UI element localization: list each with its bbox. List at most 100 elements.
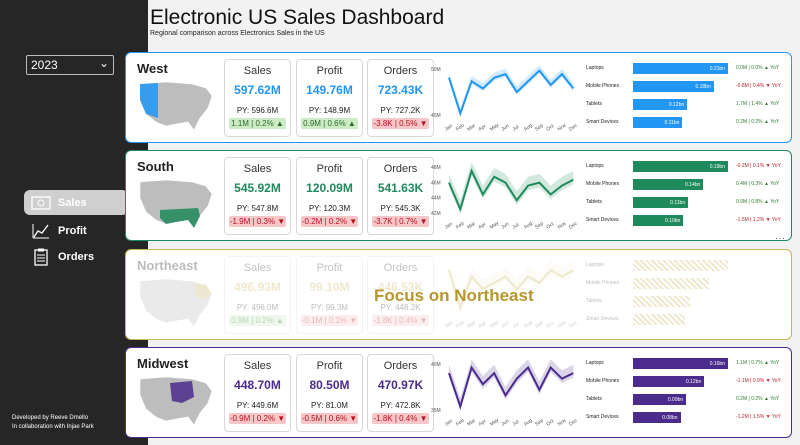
category-label: Smart Devices: [586, 217, 619, 223]
category-bar-row[interactable]: Laptops 0.16bn 1.1M | 0.7% ▲ YoY: [586, 358, 786, 370]
kpi-value: 496.93M: [234, 280, 281, 294]
x-tick-month: Aug: [523, 319, 534, 329]
category-bar-row[interactable]: Smart Devices 0.11bn 0.2M | 0.2% ▲ YoY: [586, 117, 786, 129]
kpi-profit: Profit 120.09M PY: 120.3M -0.2M | 0.2% ▼: [296, 157, 363, 235]
nav-profit[interactable]: Profit: [24, 218, 128, 243]
x-tick-month: Mar: [466, 418, 477, 428]
focus-overlay-label[interactable]: Focus on Northeast: [374, 286, 534, 305]
kpi-delta-badge: -3.8K | 0.5% ▼: [372, 118, 429, 129]
category-label: Mobile Phones: [586, 181, 620, 187]
sales-trend-line: [448, 168, 574, 213]
category-label: Smart Devices: [586, 316, 619, 322]
kpi-label: Orders: [383, 163, 418, 175]
x-tick-month: Sep: [534, 319, 545, 329]
nav-orders-label: Orders: [58, 250, 95, 263]
category-bar-row[interactable]: Laptops: [586, 260, 786, 272]
kpi-delta-badge: -0.1M | 0.1% ▼: [301, 315, 358, 326]
kpi-delta-badge: -0.5M | 0.6% ▼: [301, 413, 358, 424]
category-bar-row[interactable]: Mobile Phones 0.12bn -1.1M | 0.9% ▼ YoY: [586, 376, 786, 388]
category-bar-row[interactable]: Mobile Phones 0.14bn 0.4M | 0.3% ▲ YoY: [586, 179, 786, 191]
category-bar-row[interactable]: Laptops 0.19bn -0.2M | 0.1% ▼ YoY: [586, 161, 786, 173]
kpi-previous-year: PY: 547.8M: [236, 204, 279, 213]
region-card-midwest[interactable]: Midwest Sales 448.70M PY: 449.6M -0.9M | 0.2…: [125, 347, 792, 438]
yoy-change: 0.9M | 0.8% ▲ YoY: [736, 199, 780, 205]
yoy-change: -1.2M | 1.5% ▼ YoY: [736, 414, 781, 420]
nav-orders[interactable]: Orders: [24, 244, 128, 269]
region-card-west[interactable]: West Sales 597.62M PY: 596.6M 1.1M | 0.2% ▲ P…: [125, 52, 792, 143]
kpi-delta-badge: -1.8K | 0.4% ▼: [372, 315, 429, 326]
x-tick-month: Feb: [455, 320, 466, 330]
bar-value-label: 0.11bn: [664, 120, 680, 126]
category-label: Laptops: [586, 360, 604, 366]
kpi-value: 723.43K: [377, 83, 424, 97]
nav-sales[interactable]: Sales: [24, 190, 128, 215]
x-tick-month: Dec: [568, 417, 579, 427]
yoy-change: -1.5M | 1.2% ▼ YoY: [736, 217, 781, 223]
category-bar-row[interactable]: Tablets 0.09bn 0.2M | 0.2% ▲ YoY: [586, 394, 786, 406]
monthly-trend-chart[interactable]: Jan Feb Mar Apr May Jun Jul Aug Sep Oct Nov Dec: [431, 256, 581, 334]
category-bar-chart: Laptops 0.21bn 0.0M | 0.0% ▲ YoY Mobile Pho…: [586, 63, 786, 135]
previous-year-band: [449, 162, 574, 214]
more-options-icon[interactable]: ···: [775, 233, 785, 244]
x-tick-month: Jan: [444, 221, 454, 231]
bar-value-label: 0.14bn: [685, 182, 701, 188]
us-map-icon: [139, 179, 213, 229]
kpi-previous-year: PY: 99.3M: [311, 303, 348, 312]
y-tick-label: 50M: [431, 67, 441, 73]
x-tick-month: Aug: [523, 220, 534, 230]
category-bar-row[interactable]: Smart Devices 0.08bn -1.2M | 1.5% ▼ YoY: [586, 412, 786, 424]
x-tick-month: Jun: [500, 418, 510, 428]
kpi-orders: Orders 723.43K PY: 727.2K -3.8K | 0.5% ▼: [367, 59, 434, 137]
bar-value-label: 0.12bn: [668, 102, 685, 108]
x-tick-month: Jul: [512, 419, 521, 428]
kpi-previous-year: PY: 148.9M: [308, 106, 351, 115]
bar-value-label: 0.10bn: [665, 218, 681, 224]
kpi-label: Orders: [383, 65, 418, 77]
x-tick-month: Mar: [466, 320, 477, 330]
category-bar: 0.19bn: [633, 161, 728, 172]
region-name: Northeast: [137, 258, 198, 273]
category-label: Mobile Phones: [586, 280, 620, 286]
x-tick-month: Jan: [444, 123, 454, 133]
category-bar-row[interactable]: Tablets 0.11bn 0.9M | 0.8% ▲ YoY: [586, 197, 786, 209]
kpi-previous-year: PY: 472.8K: [380, 401, 421, 410]
category-bar-row[interactable]: Smart Devices 0.10bn -1.5M | 1.2% ▼ YoY: [586, 215, 786, 227]
x-tick-month: Jun: [500, 320, 510, 330]
x-tick-month: Feb: [455, 418, 466, 428]
category-bar: [633, 296, 690, 307]
y-tick-label: 44M: [431, 196, 441, 202]
category-bar: [633, 278, 709, 289]
previous-year-band: [449, 260, 574, 313]
x-tick-month: Sep: [534, 417, 545, 427]
category-bar-row[interactable]: Mobile Phones 0.18bn -0.8M | 0.4% ▼ YoY: [586, 81, 786, 93]
kpi-label: Profit: [316, 262, 343, 274]
category-bar-row[interactable]: Tablets: [586, 296, 786, 308]
region-card-northeast[interactable]: Northeast Sales 496.93M PY: 496.0M 0.9M | 0.…: [125, 249, 792, 340]
kpi-previous-year: PY: 545.3K: [380, 204, 421, 213]
y-tick-label: 40M: [431, 113, 441, 119]
category-bar-row[interactable]: Tablets 0.12bn 1.7M | 1.4% ▲ YoY: [586, 99, 786, 111]
category-bar: 0.12bn: [633, 99, 688, 110]
region-card-south[interactable]: South Sales 545.92M PY: 547.8M -1.9M | 0.3% …: [125, 150, 792, 241]
x-tick-month: Jun: [500, 221, 510, 231]
year-dropdown[interactable]: 2023 ⌄: [26, 55, 114, 75]
x-tick-month: Sep: [534, 122, 545, 132]
category-bar-row[interactable]: Smart Devices: [586, 314, 786, 326]
category-bar: 0.09bn: [633, 394, 687, 405]
kpi-label: Orders: [383, 262, 418, 274]
category-bar-row[interactable]: Laptops 0.21bn 0.0M | 0.0% ▲ YoY: [586, 63, 786, 75]
x-tick-month: Jul: [512, 321, 521, 330]
category-bar: 0.21bn: [633, 63, 728, 74]
category-label: Tablets: [586, 101, 602, 107]
kpi-previous-year: PY: 449.6M: [236, 401, 279, 410]
sales-trend-line: [448, 69, 575, 117]
x-tick-month: Nov: [557, 417, 568, 427]
us-map-icon: [139, 81, 213, 131]
category-bar-row[interactable]: Mobile Phones: [586, 278, 786, 290]
x-tick-month: Nov: [557, 319, 568, 329]
kpi-label: Profit: [316, 360, 343, 372]
kpi-sales: Sales 545.92M PY: 547.8M -1.9M | 0.3% ▼: [224, 157, 291, 235]
